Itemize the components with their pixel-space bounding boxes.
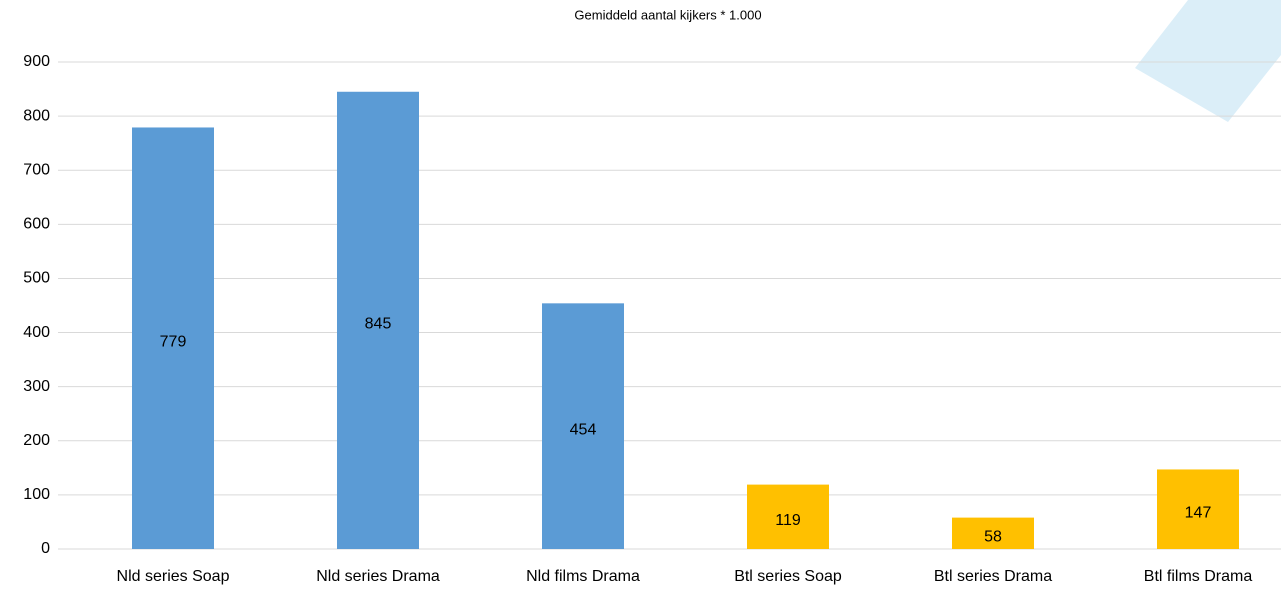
bar	[132, 127, 214, 550]
y-tick-label: 100	[23, 486, 50, 503]
x-tick-label: Nld series Drama	[316, 568, 440, 585]
bar	[542, 303, 624, 549]
y-tick-label: 900	[23, 53, 50, 70]
y-tick-label: 700	[23, 161, 50, 178]
data-label: 119	[775, 512, 801, 529]
y-tick-label: 800	[23, 107, 50, 124]
bar	[337, 91, 419, 549]
x-tick-label: Btl films Drama	[1144, 568, 1253, 585]
x-tick-label: Nld films Drama	[526, 568, 640, 585]
x-tick-label: Btl series Drama	[934, 568, 1052, 585]
y-tick-label: 400	[23, 324, 50, 341]
data-label: 845	[365, 316, 392, 333]
bar	[952, 517, 1034, 549]
bar	[1157, 469, 1239, 549]
y-tick-label: 200	[23, 432, 50, 449]
x-tick-label: Nld series Soap	[117, 568, 230, 585]
y-tick-label: 500	[23, 270, 50, 287]
bar	[747, 484, 829, 549]
y-tick-label: 300	[23, 378, 50, 395]
x-tick-label: Btl series Soap	[734, 568, 842, 585]
data-label: 779	[160, 333, 187, 350]
decoration	[1135, 0, 1281, 122]
y-tick-label: 0	[41, 540, 50, 557]
chart-title: Gemiddeld aantal kijkers * 1.000	[574, 7, 761, 22]
data-label: 454	[570, 421, 597, 438]
data-label: 58	[984, 529, 1002, 546]
y-tick-label: 600	[23, 216, 50, 233]
data-label: 147	[1185, 504, 1212, 521]
